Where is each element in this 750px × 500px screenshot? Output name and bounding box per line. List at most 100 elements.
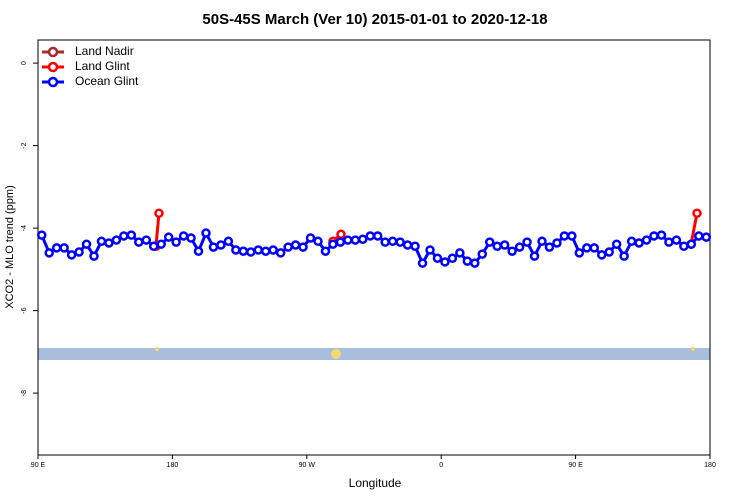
data-point (171, 237, 181, 247)
data-point (201, 228, 211, 238)
data-point (462, 256, 473, 266)
data-point (246, 247, 256, 257)
data-point (507, 246, 517, 256)
data-point (313, 236, 323, 247)
data-point (59, 243, 69, 253)
data-point (156, 239, 166, 249)
y-tick-label: 0 (21, 61, 28, 65)
legend-label: Ocean Glint (75, 74, 139, 88)
data-point (432, 253, 443, 263)
data-point (96, 236, 107, 247)
data-point (336, 229, 346, 240)
plot-frame (37, 39, 711, 456)
data-point (119, 231, 129, 241)
data-point (186, 233, 196, 243)
y-axis-label: XCO2 - MLO trend (ppm) (4, 185, 16, 308)
data-point (522, 237, 532, 247)
data-point (455, 248, 465, 258)
data-point (671, 235, 682, 245)
data-point (260, 246, 271, 256)
data-point (268, 245, 278, 255)
data-point (290, 240, 301, 250)
data-point (238, 246, 249, 256)
x-axis-label: Longitude (349, 476, 402, 490)
data-point (589, 243, 600, 253)
data-point (387, 236, 398, 247)
data-point (36, 230, 47, 240)
series-line (154, 213, 161, 247)
data-point (305, 233, 316, 243)
legend-label: Land Glint (75, 59, 130, 73)
legend-marker (47, 46, 59, 58)
map-strip (38, 348, 710, 360)
data-point (148, 241, 159, 252)
data-point (410, 241, 420, 252)
data-point (208, 242, 219, 252)
data-point (537, 236, 547, 247)
data-point (626, 236, 637, 247)
x-tick-label: 90 E (568, 462, 583, 469)
data-point (44, 248, 54, 258)
data-point (89, 251, 99, 261)
data-point (447, 253, 458, 263)
data-point (484, 237, 495, 247)
data-point (402, 240, 413, 250)
x-tick-label: 0 (439, 462, 443, 469)
data-point (529, 251, 540, 261)
y-tick-label: -8 (21, 390, 28, 396)
data-point (692, 208, 702, 219)
land-patch (155, 347, 159, 351)
data-point (656, 230, 667, 240)
data-point (582, 243, 592, 253)
data-point (499, 240, 510, 250)
data-point (596, 250, 607, 260)
data-point (66, 250, 77, 260)
data-point (74, 247, 84, 257)
data-point (372, 231, 383, 241)
data-point (223, 236, 234, 247)
legend-marker (47, 76, 59, 88)
data-point (193, 246, 204, 256)
data-point (298, 242, 308, 252)
data-point (178, 231, 189, 241)
data-point (440, 257, 450, 267)
data-point (320, 246, 331, 256)
data-point (134, 237, 144, 247)
data-point (126, 230, 137, 240)
data-point (641, 235, 652, 245)
chart-title: 50S-45S March (Ver 10) 2015-01-01 to 202… (202, 11, 547, 28)
x-tick-label: 90 W (299, 462, 316, 469)
data-point (141, 235, 152, 245)
data-point (358, 234, 368, 244)
data-point (552, 238, 562, 248)
data-point (335, 237, 346, 247)
data-point (604, 247, 614, 257)
data-point (111, 235, 122, 245)
data-point (634, 238, 644, 248)
data-point (283, 242, 293, 252)
y-tick-label: -4 (21, 225, 28, 231)
data-point (664, 237, 674, 247)
land-patch (331, 349, 341, 359)
x-tick-label: 180 (704, 462, 716, 469)
data-point (425, 245, 435, 255)
data-point (395, 237, 405, 247)
x-tick-label: 180 (167, 462, 179, 469)
data-point (328, 239, 338, 249)
data-point (514, 242, 525, 252)
data-point (679, 241, 689, 252)
y-tick-label: -2 (21, 142, 28, 148)
data-point (701, 232, 712, 242)
data-point (380, 237, 390, 247)
data-point (231, 245, 241, 255)
data-point (694, 231, 704, 241)
y-tick-label: -6 (21, 307, 28, 313)
data-point (275, 248, 286, 258)
data-point (477, 249, 488, 259)
data-point (649, 231, 659, 241)
data-point (216, 240, 226, 250)
series-line (689, 212, 699, 245)
data-point (492, 241, 502, 252)
data-point (619, 251, 629, 261)
